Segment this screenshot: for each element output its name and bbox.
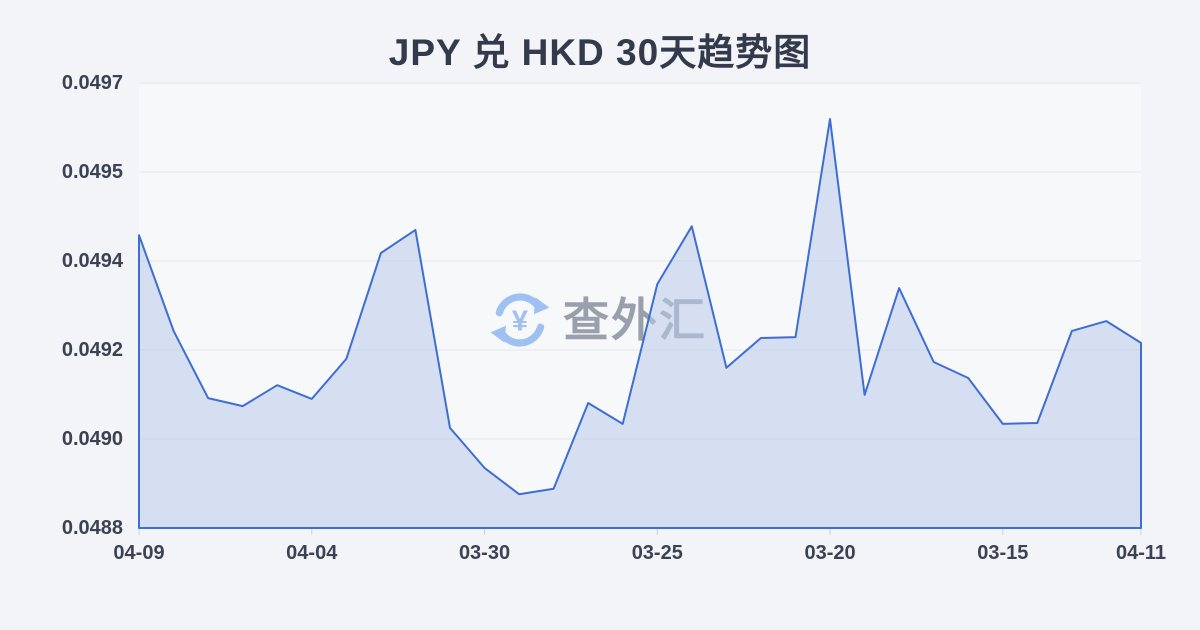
price-area: [138, 118, 1142, 529]
x-axis-label: 04-09: [113, 542, 165, 564]
y-axis-label: 0.0492: [61, 339, 123, 361]
y-axis-label: 0.0497: [61, 72, 123, 94]
x-axis-label: 03-30: [458, 542, 511, 564]
x-axis-label: 04-04: [286, 542, 338, 564]
y-axis-label: 0.0490: [61, 428, 123, 450]
y-axis-label: 0.0495: [61, 161, 123, 183]
y-axis-label: 0.0488: [61, 517, 123, 539]
price-area-series: [138, 118, 1142, 529]
x-axis-ticks: [138, 529, 1142, 535]
svg-text:¥: ¥: [512, 305, 528, 337]
x-axis-label: 04-11: [1115, 542, 1167, 564]
x-axis-label: 03-15: [977, 542, 1029, 564]
x-axis-label: 03-20: [804, 542, 856, 564]
yen-refresh-icon: ¥: [490, 293, 550, 347]
y-axis-label: 0.0494: [61, 250, 123, 272]
chart-title: JPY 兑 HKD 30天趋势图: [388, 32, 812, 73]
x-axis-label: 03-25: [631, 542, 683, 564]
